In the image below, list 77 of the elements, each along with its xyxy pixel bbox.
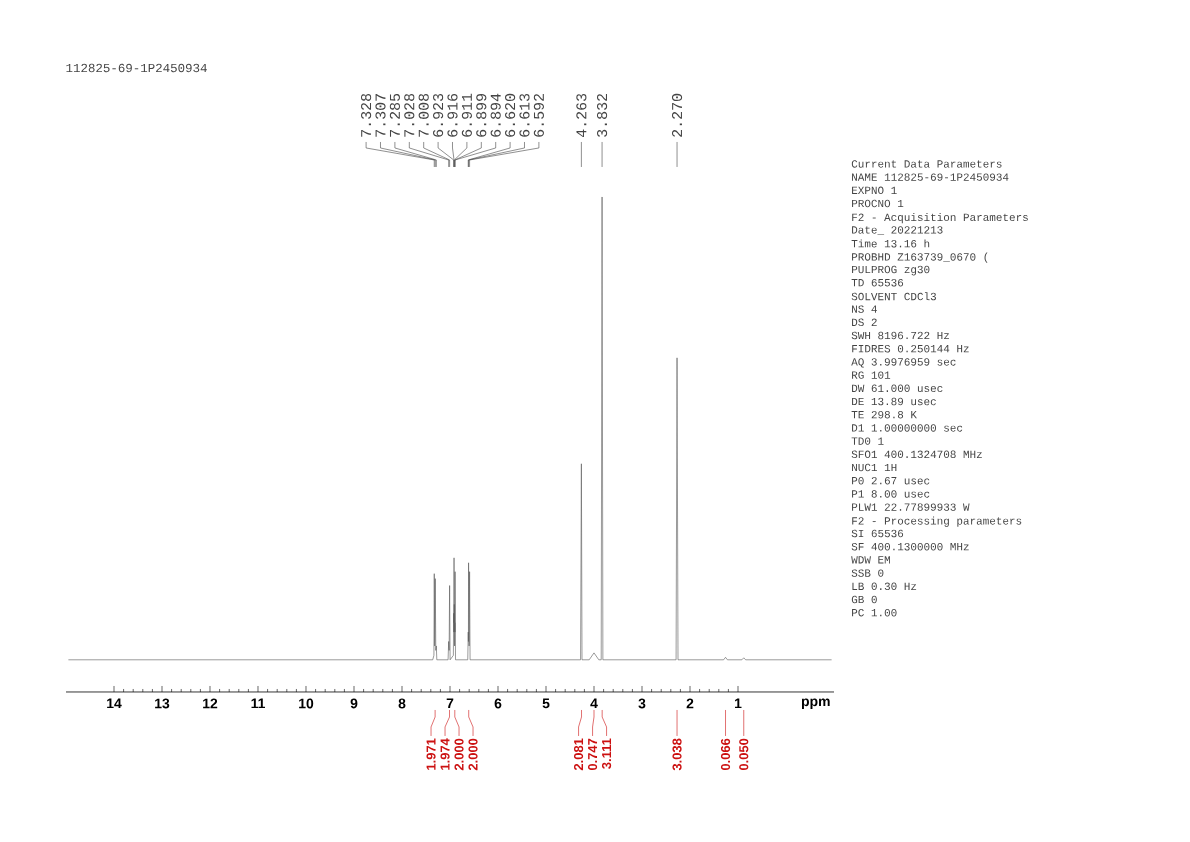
- text: NUC1 1H: [852, 463, 897, 472]
- text: P1 8.00 usec: [852, 490, 930, 498]
- text: SF 400.1300000 MHz: [851, 542, 969, 551]
- text: GB 0: [851, 595, 877, 604]
- text: SI 65536: [851, 529, 904, 538]
- x-tick-label: 4: [590, 698, 598, 709]
- annotation: 7.028: [404, 93, 415, 137]
- annotation: 0.066: [720, 738, 731, 771]
- text: RG 101: [852, 371, 891, 379]
- text: SSB 0: [851, 569, 884, 577]
- x-axis-title: ppm: [801, 698, 830, 709]
- text: D1 1.00000000 sec: [852, 424, 963, 432]
- text: DS 2: [852, 318, 877, 327]
- x-tick-label: 11: [251, 698, 265, 709]
- x-tick-label: 2: [686, 698, 694, 709]
- annotation: 0.747: [587, 738, 598, 771]
- text: SOLVENT CDCl3: [851, 292, 936, 301]
- text: Current Data Parameters: [851, 160, 1002, 168]
- x-tick-label: 7: [446, 698, 454, 709]
- text: TD0 1: [851, 437, 884, 445]
- annotation: 6.923: [433, 93, 444, 137]
- text: AQ 3.9976959 sec: [851, 358, 956, 368]
- annotation: 6.911: [461, 93, 472, 137]
- text: P0 2.67 usec: [852, 476, 930, 485]
- annotation: 0.050: [739, 738, 749, 771]
- x-tick-label: 1: [735, 698, 742, 709]
- text: PROBHD Z163739_0670 (: [852, 252, 988, 263]
- text: FIDRES 0.250144 Hz: [852, 344, 969, 353]
- annotation: 1.971: [426, 738, 436, 770]
- x-tick-label: 10: [299, 698, 314, 709]
- x-tick-label: 3: [638, 698, 646, 709]
- text: DW 61.000 usec: [852, 384, 943, 393]
- x-tick-label: 12: [203, 698, 218, 709]
- annotation: 6.894: [490, 93, 501, 137]
- text: NAME 112825-69-1P2450934: [852, 173, 1009, 181]
- annotation: 2.081: [573, 738, 584, 771]
- annotation: 7.328: [361, 93, 372, 137]
- text: F2 - Acquisition Parameters: [852, 212, 1028, 224]
- x-tick-label: 13: [155, 698, 170, 709]
- text: PC 1.00: [852, 608, 897, 617]
- text: TD 65536: [851, 278, 904, 287]
- annotation: 7.285: [389, 93, 400, 137]
- x-tick-label: 6: [494, 698, 502, 709]
- annotation: 7.307: [375, 94, 386, 137]
- text: Time 13.16 h: [851, 239, 930, 248]
- text: EXPNO 1: [852, 186, 897, 195]
- x-tick-label: 8: [398, 698, 406, 709]
- annotation: 6.899: [476, 94, 487, 137]
- x-tick-label: 14: [107, 698, 122, 709]
- text: TE 298.8 K: [851, 410, 917, 419]
- annotation: 6.620: [505, 93, 516, 137]
- text: PROCNO 1: [852, 199, 904, 208]
- annotation: 4.263: [576, 93, 587, 138]
- annotation: 3.832: [596, 94, 608, 137]
- x-tick-label: 9: [350, 698, 358, 709]
- text: PLW1 22.77899933 W: [852, 503, 970, 511]
- text: LB 0.30 Hz: [852, 582, 917, 591]
- annotation: 2.000: [454, 738, 464, 771]
- text: Date_ 20221213: [852, 226, 943, 235]
- text: PULPROG zg30: [852, 265, 930, 276]
- annotation: 7.008: [418, 93, 429, 137]
- text: WDW EM: [851, 556, 890, 564]
- text: SWH 8196.722 Hz: [851, 331, 949, 340]
- annotation: 6.592: [533, 94, 544, 137]
- text: DE 13.89 usec: [852, 397, 936, 406]
- x-tick-label: 5: [542, 698, 550, 709]
- chart-title: 112825-69-1P2450934: [66, 63, 207, 73]
- annotation: 6.916: [447, 93, 458, 137]
- annotation: 6.613: [519, 93, 530, 137]
- text: NS 4: [852, 305, 877, 313]
- annotation: 2.270: [671, 93, 683, 137]
- annotation: 2.000: [468, 738, 478, 771]
- annotation: 3.038: [672, 738, 682, 771]
- text: SFO1 400.1324708 MHz: [851, 450, 982, 459]
- annotation: 1.974: [440, 738, 450, 770]
- text: F2 - Processing parameters: [852, 516, 1022, 527]
- annotation: 3.111: [601, 738, 612, 769]
